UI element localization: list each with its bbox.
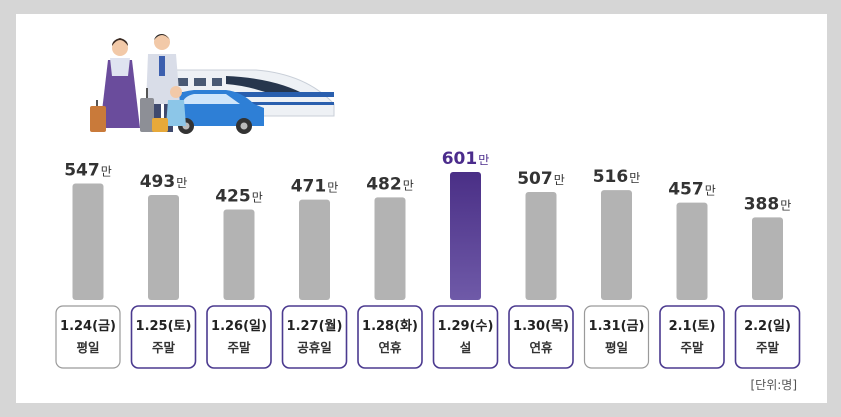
- category-date-0: 1.24(금): [60, 319, 116, 334]
- category-day-type-3: 공휴일: [297, 340, 332, 355]
- category-date-2: 1.26(일): [211, 319, 267, 334]
- value-label-2: 425만: [215, 186, 263, 206]
- chart-card: 547만 1.24(금) 평일 493만 1.25(토) 주말 425만 1.26(일) 주말 4…: [16, 14, 827, 403]
- category-day-type-4: 연휴: [378, 340, 402, 355]
- bar-7: [601, 190, 632, 300]
- category-box-2: [206, 305, 272, 369]
- bar-3: [299, 199, 330, 300]
- value-label-9: 388만: [744, 194, 792, 214]
- category-date-8: 2.1(토): [669, 319, 716, 334]
- category-date-4: 1.28(화): [362, 318, 418, 334]
- bar-2: [223, 209, 255, 300]
- category-date-9: 2.2(일): [744, 319, 791, 334]
- child-icon: [166, 86, 186, 126]
- category-day-type-9: 주말: [756, 340, 780, 355]
- unit-note: [단위:명]: [750, 378, 797, 392]
- category-box-9: [734, 305, 801, 369]
- category-box-1: [130, 305, 197, 369]
- bar-5: [450, 172, 481, 300]
- category-box-5: [432, 305, 499, 369]
- suitcase-icon: [90, 88, 168, 132]
- woman-icon: [100, 38, 140, 128]
- bar-4: [374, 197, 406, 300]
- category-box-7: [583, 305, 650, 369]
- value-label-6: 507만: [517, 169, 565, 189]
- holiday-traffic-bar-chart: 547만 1.24(금) 평일 493만 1.25(토) 주말 425만 1.26(일) 주말 4…: [55, 149, 801, 369]
- category-date-1: 1.25(토): [136, 319, 192, 334]
- category-day-type-6: 연휴: [529, 340, 553, 355]
- car-icon: [168, 90, 264, 134]
- category-box-3: [281, 305, 348, 369]
- bar-1: [148, 195, 179, 300]
- bar-9: [752, 217, 783, 300]
- value-label-3: 471만: [291, 177, 339, 197]
- category-date-6: 1.30(목): [513, 319, 569, 334]
- category-box-8: [659, 305, 725, 369]
- category-box-4: [357, 305, 423, 369]
- value-label-4: 482만: [366, 174, 414, 194]
- category-date-3: 1.27(월): [287, 318, 343, 334]
- category-box-6: [508, 305, 574, 369]
- category-day-type-8: 주말: [680, 340, 704, 355]
- bar-0: [72, 183, 104, 300]
- category-day-type-0: 평일: [76, 340, 99, 355]
- value-label-1: 493만: [140, 172, 188, 192]
- category-day-type-7: 평일: [605, 340, 628, 355]
- bar-6: [525, 192, 557, 300]
- value-label-5: 601만: [442, 149, 490, 169]
- bar-8: [676, 202, 708, 300]
- category-day-type-2: 주말: [227, 340, 251, 355]
- category-day-type-5: 설: [460, 340, 472, 355]
- value-label-7: 516만: [593, 167, 641, 187]
- category-date-5: 1.29(수): [438, 319, 494, 334]
- value-label-0: 547만: [64, 161, 112, 181]
- family-travel-illustration: [90, 34, 335, 134]
- category-date-7: 1.31(금): [589, 319, 645, 334]
- value-label-8: 457만: [668, 180, 716, 200]
- category-box-0: [55, 305, 121, 369]
- category-day-type-1: 주말: [152, 340, 176, 355]
